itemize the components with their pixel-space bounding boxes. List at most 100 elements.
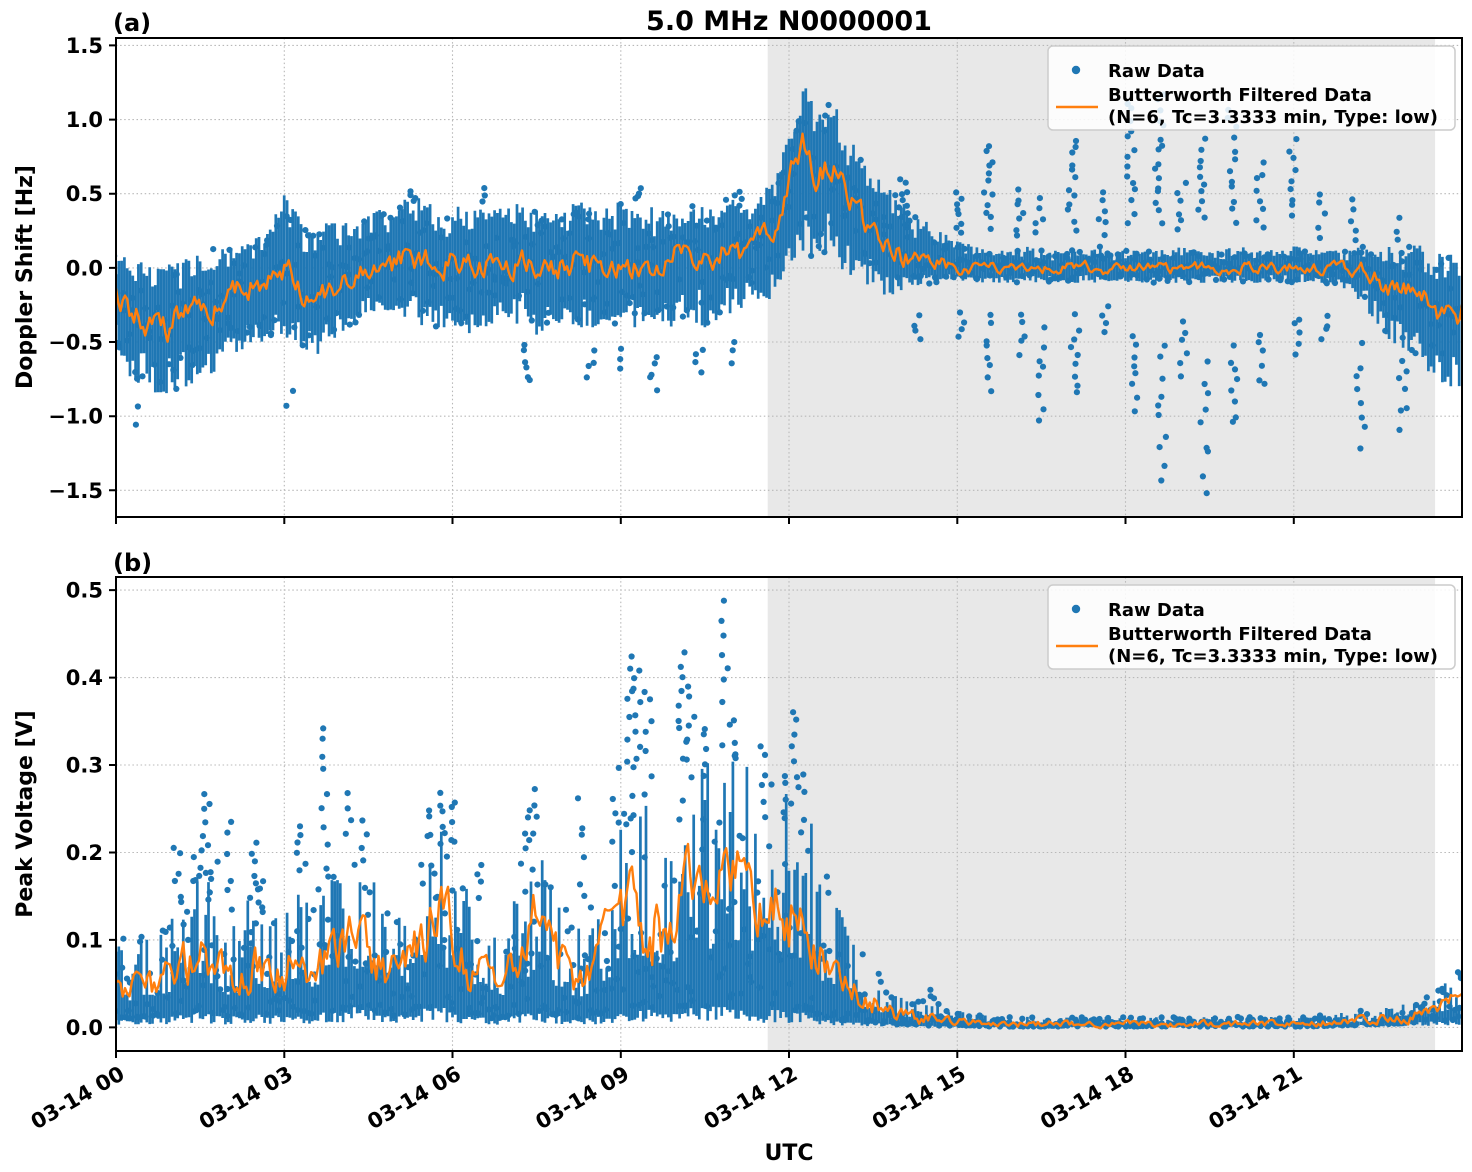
raw-data-outlier-point	[987, 225, 994, 232]
raw-data-point	[1265, 276, 1272, 283]
raw-data-point	[1003, 274, 1010, 281]
raw-data-point	[829, 186, 836, 193]
raw-data-outlier-point	[1316, 234, 1323, 242]
raw-data-point	[866, 227, 874, 234]
raw-data-point	[397, 296, 404, 303]
raw-data-point	[536, 1007, 543, 1015]
raw-data-point	[1423, 994, 1430, 1001]
raw-data-point	[656, 993, 663, 1000]
raw-data-point	[719, 742, 726, 749]
raw-data-outlier-point	[1228, 178, 1235, 185]
raw-data-point	[663, 303, 670, 310]
raw-data-point	[1296, 249, 1303, 257]
raw-data-point	[1277, 277, 1284, 284]
raw-data-point	[116, 344, 123, 351]
raw-data-outlier-point	[989, 159, 996, 166]
raw-data-outlier-point	[953, 189, 960, 196]
raw-data-point	[474, 938, 481, 945]
raw-data-point	[774, 199, 781, 207]
raw-data-point	[679, 313, 687, 320]
raw-data-point	[511, 1001, 518, 1009]
raw-data-point	[859, 951, 866, 958]
raw-data-point	[154, 1012, 161, 1019]
raw-data-outlier-point	[574, 795, 582, 802]
raw-data-point	[138, 287, 145, 294]
raw-data-point	[1351, 250, 1358, 257]
raw-data-point	[601, 930, 609, 937]
raw-data-point	[382, 1009, 389, 1016]
raw-data-outlier-point	[1232, 156, 1239, 163]
raw-data-outlier-point	[1394, 236, 1401, 243]
raw-data-point	[534, 222, 541, 229]
raw-data-point	[1446, 1003, 1453, 1010]
raw-data-outlier-point	[190, 854, 197, 861]
raw-data-outlier-point	[1071, 218, 1078, 225]
raw-data-outlier-point	[1354, 386, 1361, 393]
raw-data-point	[1133, 250, 1140, 257]
raw-data-point	[340, 1005, 347, 1012]
raw-data-point	[823, 873, 831, 880]
y-tick-label-b-0: 0.5	[66, 579, 103, 603]
raw-data-point	[680, 234, 687, 241]
raw-data-point	[212, 298, 219, 305]
raw-data-point	[1133, 272, 1140, 279]
raw-data-outlier-point	[1132, 341, 1140, 348]
raw-data-outlier-point	[1040, 344, 1048, 351]
raw-data-outlier-point	[214, 858, 221, 865]
raw-data-outlier-point	[1157, 353, 1164, 360]
raw-data-outlier-point	[1259, 172, 1266, 179]
raw-data-outlier-point	[1035, 417, 1043, 424]
raw-data-outlier-point	[1124, 153, 1131, 160]
raw-data-point	[1382, 327, 1389, 334]
raw-data-outlier-point	[320, 824, 327, 831]
raw-data-outlier-point	[987, 311, 994, 318]
raw-data-point	[828, 220, 835, 227]
raw-data-point	[815, 243, 822, 250]
raw-data-point	[1101, 273, 1108, 280]
raw-data-outlier-point	[720, 676, 727, 683]
raw-data-point	[920, 998, 927, 1005]
raw-data-point	[273, 222, 281, 230]
raw-data-point	[880, 1018, 888, 1025]
raw-data-point	[1358, 249, 1365, 256]
raw-data-outlier-point	[1289, 201, 1296, 208]
raw-data-outlier-point	[1229, 205, 1236, 212]
raw-data-point	[505, 1012, 512, 1019]
raw-data-outlier-point	[296, 867, 303, 874]
raw-data-point	[466, 286, 473, 293]
raw-data-outlier-point	[1032, 220, 1039, 227]
raw-data-point	[1226, 273, 1233, 280]
raw-data-outlier-point	[531, 786, 538, 793]
raw-data-outlier-point	[1233, 219, 1240, 226]
raw-data-outlier-point	[718, 652, 726, 659]
raw-data-point	[462, 961, 469, 968]
raw-data-point	[425, 299, 432, 306]
raw-data-outlier-point	[1155, 402, 1162, 409]
raw-data-outlier-point	[1161, 462, 1168, 469]
raw-data-point	[216, 327, 223, 334]
raw-data-point	[542, 223, 549, 230]
raw-data-point	[378, 212, 385, 219]
raw-data-point	[1143, 276, 1150, 283]
raw-data-point	[485, 289, 492, 296]
raw-data-outlier-point	[190, 877, 197, 885]
raw-data-point	[276, 991, 283, 998]
raw-data-point	[861, 991, 868, 998]
raw-data-point	[595, 279, 602, 286]
raw-data-point	[823, 1013, 831, 1020]
raw-data-point	[209, 1009, 216, 1017]
raw-data-outlier-point	[228, 906, 235, 913]
raw-data-point	[201, 316, 208, 323]
raw-data-point	[1266, 268, 1273, 275]
raw-data-point	[964, 259, 971, 266]
raw-data-outlier-point	[917, 336, 924, 343]
raw-data-point	[325, 873, 332, 880]
raw-data-point	[305, 915, 312, 923]
raw-data-outlier-point	[961, 319, 968, 326]
raw-data-point	[364, 911, 372, 918]
raw-data-point	[670, 304, 677, 311]
raw-data-outlier-point	[677, 663, 684, 671]
raw-data-point	[327, 273, 334, 280]
raw-data-point	[196, 345, 203, 352]
